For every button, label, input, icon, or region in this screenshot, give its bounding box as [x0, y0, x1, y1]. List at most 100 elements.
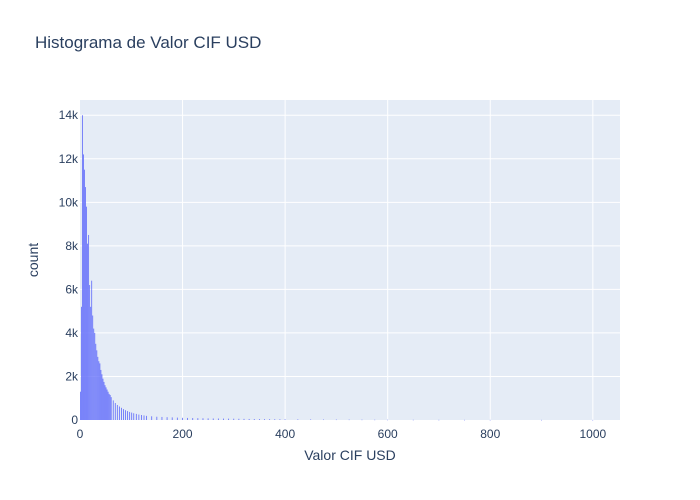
histogram-bar: [90, 306, 92, 420]
histogram-bar: [123, 409, 124, 420]
histogram-bar: [108, 393, 110, 420]
histogram-bar: [103, 381, 105, 420]
histogram-bar: [310, 419, 312, 420]
histogram-bar: [233, 418, 235, 420]
histogram-bar: [105, 387, 107, 420]
histogram-bar: [274, 419, 276, 420]
histogram-bar: [114, 403, 116, 420]
histogram-bar: [91, 280, 93, 420]
y-axis-label: count: [25, 243, 41, 277]
histogram-bar: [141, 414, 142, 420]
y-tick-label: 4k: [65, 326, 79, 340]
histogram-bar: [80, 391, 81, 420]
y-axis-ticks: 0 2k 4k 6k 8k 10k 12k 14k: [59, 108, 79, 427]
histogram-bar: [85, 187, 86, 420]
histogram-bar: [93, 328, 95, 420]
histogram-bar: [86, 206, 87, 420]
histogram-bar: [238, 418, 240, 420]
histogram-bar: [94, 332, 96, 420]
histogram-bar: [106, 389, 108, 420]
histogram-bar: [269, 419, 271, 420]
histogram-bar: [374, 419, 376, 421]
x-tick-label: 800: [480, 427, 500, 441]
y-tick-label: 2k: [65, 369, 79, 383]
histogram-bar: [99, 363, 101, 420]
histogram-bar: [264, 419, 265, 420]
histogram-bar: [138, 414, 140, 420]
histogram-bar: [212, 418, 214, 420]
bars: [80, 115, 594, 421]
x-tick-label: 0: [77, 427, 84, 441]
histogram-bar: [248, 418, 250, 420]
y-tick-label: 12k: [59, 152, 79, 166]
histogram-bar: [197, 418, 199, 420]
histogram-bar: [143, 415, 145, 420]
histogram-bar: [217, 418, 219, 420]
histogram-bar: [464, 419, 465, 421]
histogram-bar: [207, 418, 209, 420]
histogram-bar: [387, 419, 389, 421]
histogram-bar: [101, 374, 103, 420]
x-tick-label: 600: [378, 427, 398, 441]
y-tick-label: 8k: [65, 239, 79, 253]
histogram-bar: [135, 413, 137, 420]
histogram-bar: [297, 419, 299, 420]
histogram-bar: [82, 115, 83, 420]
y-tick-label: 6k: [65, 282, 79, 296]
histogram-bar: [98, 361, 100, 420]
histogram-bar: [83, 154, 84, 421]
histogram-bar: [107, 391, 109, 420]
histogram-bar: [489, 419, 491, 421]
histogram-bar: [81, 306, 82, 420]
plot-area: [80, 100, 620, 420]
gridlines: [80, 100, 620, 420]
histogram-bar: [104, 385, 106, 420]
histogram-bar: [127, 411, 129, 420]
histogram-bar: [284, 419, 286, 420]
histogram-bar: [253, 419, 255, 420]
histogram-bar: [125, 410, 126, 420]
y-tick-label: 14k: [59, 108, 79, 122]
histogram-bar: [88, 234, 90, 420]
histogram-bar: [89, 285, 91, 420]
histogram-bar: [202, 418, 204, 420]
histogram-bar: [323, 419, 324, 421]
histogram-bar: [243, 418, 245, 420]
histogram-bar: [112, 400, 114, 420]
histogram-bar: [258, 419, 260, 420]
chart-title: Histograma de Valor CIF USD: [35, 33, 262, 52]
histogram-bar: [541, 419, 542, 421]
histogram-bar: [187, 417, 189, 420]
histogram-bar: [161, 416, 163, 420]
histogram-bar: [131, 412, 133, 420]
histogram-bar: [110, 397, 112, 420]
histogram-bar: [348, 419, 350, 421]
histogram-bar: [102, 378, 104, 420]
histogram-bar: [84, 169, 85, 420]
histogram-bar: [129, 411, 131, 420]
histogram-bar: [156, 416, 158, 420]
y-tick-label: 10k: [59, 195, 79, 209]
histogram-bar: [228, 418, 230, 420]
histogram-bar: [192, 418, 194, 420]
histogram-bar: [166, 417, 168, 420]
histogram-bar: [146, 415, 147, 420]
y-tick-label: 0: [71, 413, 78, 427]
histogram-bar: [592, 419, 594, 421]
histogram-bar: [182, 417, 183, 420]
histogram-bar: [223, 418, 224, 420]
x-axis-label: Valor CIF USD: [304, 447, 396, 463]
histogram-bar: [96, 350, 98, 420]
histogram-bar: [335, 419, 337, 421]
histogram-bar: [176, 417, 178, 420]
histogram-bar: [118, 406, 120, 420]
histogram-bar: [116, 404, 118, 420]
histogram-bar: [361, 419, 363, 421]
x-tick-label: 1000: [579, 427, 606, 441]
histogram-bar: [109, 394, 111, 420]
histogram-bar: [438, 419, 440, 421]
histogram-bar: [92, 315, 94, 420]
histogram-bar: [133, 413, 135, 420]
histogram-bar: [412, 419, 414, 421]
